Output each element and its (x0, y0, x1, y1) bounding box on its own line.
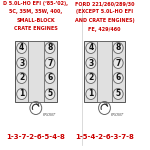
Text: 5: 5 (47, 90, 52, 99)
Text: SMALL-BLOCK: SMALL-BLOCK (16, 18, 55, 23)
Text: 7: 7 (116, 58, 121, 68)
Circle shape (113, 42, 123, 54)
Bar (97, 40, 112, 102)
Text: 6: 6 (47, 74, 52, 82)
Text: FORD 221/260/289/30: FORD 221/260/289/30 (75, 1, 134, 6)
Text: CRATE ENGINES: CRATE ENGINES (14, 27, 58, 31)
Text: 4: 4 (19, 44, 24, 52)
Text: FRONT: FRONT (111, 114, 124, 117)
Circle shape (113, 88, 123, 99)
Circle shape (45, 88, 55, 99)
Text: 6: 6 (116, 74, 121, 82)
Circle shape (17, 88, 27, 99)
Text: 1-5-4-2-6-3-7-8: 1-5-4-2-6-3-7-8 (75, 134, 134, 140)
Circle shape (86, 42, 96, 54)
Circle shape (45, 72, 55, 84)
Text: 3: 3 (19, 58, 24, 68)
Circle shape (17, 42, 27, 54)
Circle shape (86, 72, 96, 84)
Text: FE, 429/460: FE, 429/460 (88, 27, 121, 31)
Text: (EXCEPT 5.0L-HO EFI: (EXCEPT 5.0L-HO EFI (76, 9, 133, 15)
Circle shape (45, 57, 55, 69)
Bar (84, 40, 125, 102)
Bar (15, 40, 57, 102)
Text: 2: 2 (19, 74, 24, 82)
Text: 1: 1 (19, 90, 24, 99)
Circle shape (86, 57, 96, 69)
Circle shape (45, 42, 55, 54)
Circle shape (86, 88, 96, 99)
Text: 2: 2 (88, 74, 93, 82)
Text: 7: 7 (47, 58, 53, 68)
Text: 8: 8 (47, 44, 53, 52)
Circle shape (17, 72, 27, 84)
Text: AND CRATE ENGINES): AND CRATE ENGINES) (75, 18, 134, 23)
Bar (28, 40, 44, 102)
Text: 1: 1 (88, 90, 93, 99)
Text: D 5.0L-HO EFI (‘85-’02),: D 5.0L-HO EFI (‘85-’02), (3, 1, 68, 6)
Text: 5: 5 (116, 90, 121, 99)
Circle shape (113, 72, 123, 84)
Text: 5C, 35M, 35W, 400,: 5C, 35M, 35W, 400, (9, 9, 62, 15)
Text: 8: 8 (116, 44, 121, 52)
Text: 3: 3 (88, 58, 93, 68)
Text: FRONT: FRONT (43, 114, 56, 117)
Text: 4: 4 (88, 44, 93, 52)
Circle shape (17, 57, 27, 69)
Text: 1-3-7-2-6-5-4-8: 1-3-7-2-6-5-4-8 (6, 134, 65, 140)
Circle shape (113, 57, 123, 69)
